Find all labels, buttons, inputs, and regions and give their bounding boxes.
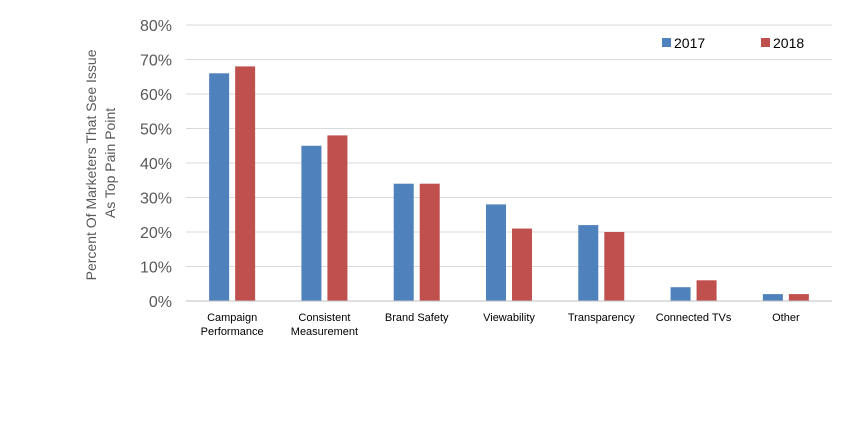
y-tick-label: 50% [140, 122, 172, 139]
bar-2017-campaign-performance [209, 73, 230, 301]
x-tick-label-line: Brand Safety [385, 312, 449, 324]
bar-2018-brand-safety [419, 183, 440, 301]
x-tick-label: Viewability [483, 312, 535, 324]
bar-2017-viewability [486, 204, 506, 301]
x-tick-label: Campaign Performance [201, 312, 264, 338]
bar-2017-consistent-measurement [301, 145, 322, 301]
bar-2018-consistent-measurement [327, 135, 348, 301]
y-tick-label: 70% [140, 53, 172, 70]
x-tick-label-line: Connected TVs [656, 312, 732, 324]
y-tick-label: 20% [140, 225, 172, 242]
legend-label-2017: 2017 [674, 35, 705, 51]
x-tick-label: Other [772, 312, 800, 324]
x-tick-label-line: Transparency [568, 312, 635, 324]
y-axis-label-line-2: As Top Pain Point [102, 108, 118, 218]
bar-2018-transparency [604, 232, 625, 301]
bar-2018-connected-tvs [696, 280, 717, 301]
gridlines [186, 24, 832, 267]
y-tick-label: 0% [149, 294, 172, 311]
bar-2017-transparency [578, 225, 599, 301]
bars [209, 66, 809, 302]
legend-swatch-2018 [761, 38, 770, 47]
x-tick-label: Transparency [568, 312, 635, 324]
bar-2018-other [788, 294, 809, 301]
x-tick-label: Brand Safety [385, 312, 449, 324]
x-axis-categories: Campaign Performance Consistent Measurement… [201, 312, 800, 338]
y-axis-label-line-1: Percent Of Marketers That See Issue [83, 49, 99, 280]
x-tick-label-line: Performance [201, 326, 264, 338]
x-tick-label-line: Viewability [483, 312, 535, 324]
y-tick-label: 10% [140, 260, 172, 277]
y-axis-label: Percent Of Marketers That See Issue As T… [83, 46, 118, 281]
bar-2018-viewability [512, 228, 532, 301]
legend-label-2018: 2018 [773, 35, 804, 51]
bar-2017-connected-tvs [670, 287, 691, 301]
x-tick-label: Connected TVs [656, 312, 732, 324]
legend-swatch-2017 [662, 38, 671, 47]
y-axis-ticks: 0% 10% 20% 30% 40% 50% 60% 70% 80% [140, 18, 172, 311]
y-tick-label: 40% [140, 156, 172, 173]
bar-2017-other [762, 294, 783, 301]
y-tick-label: 80% [140, 18, 172, 35]
y-tick-label: 30% [140, 191, 172, 208]
y-tick-label: 60% [140, 87, 172, 104]
x-tick-label: Consistent Measurement [291, 312, 358, 338]
legend: 2017 2018 [662, 35, 804, 51]
bar-2017-brand-safety [393, 183, 414, 301]
bar-2018-campaign-performance [235, 66, 256, 302]
x-tick-label-line: Consistent [298, 312, 350, 324]
x-tick-label-line: Campaign [207, 312, 257, 324]
x-tick-label-line: Measurement [291, 326, 358, 338]
x-tick-label-line: Other [772, 312, 800, 324]
